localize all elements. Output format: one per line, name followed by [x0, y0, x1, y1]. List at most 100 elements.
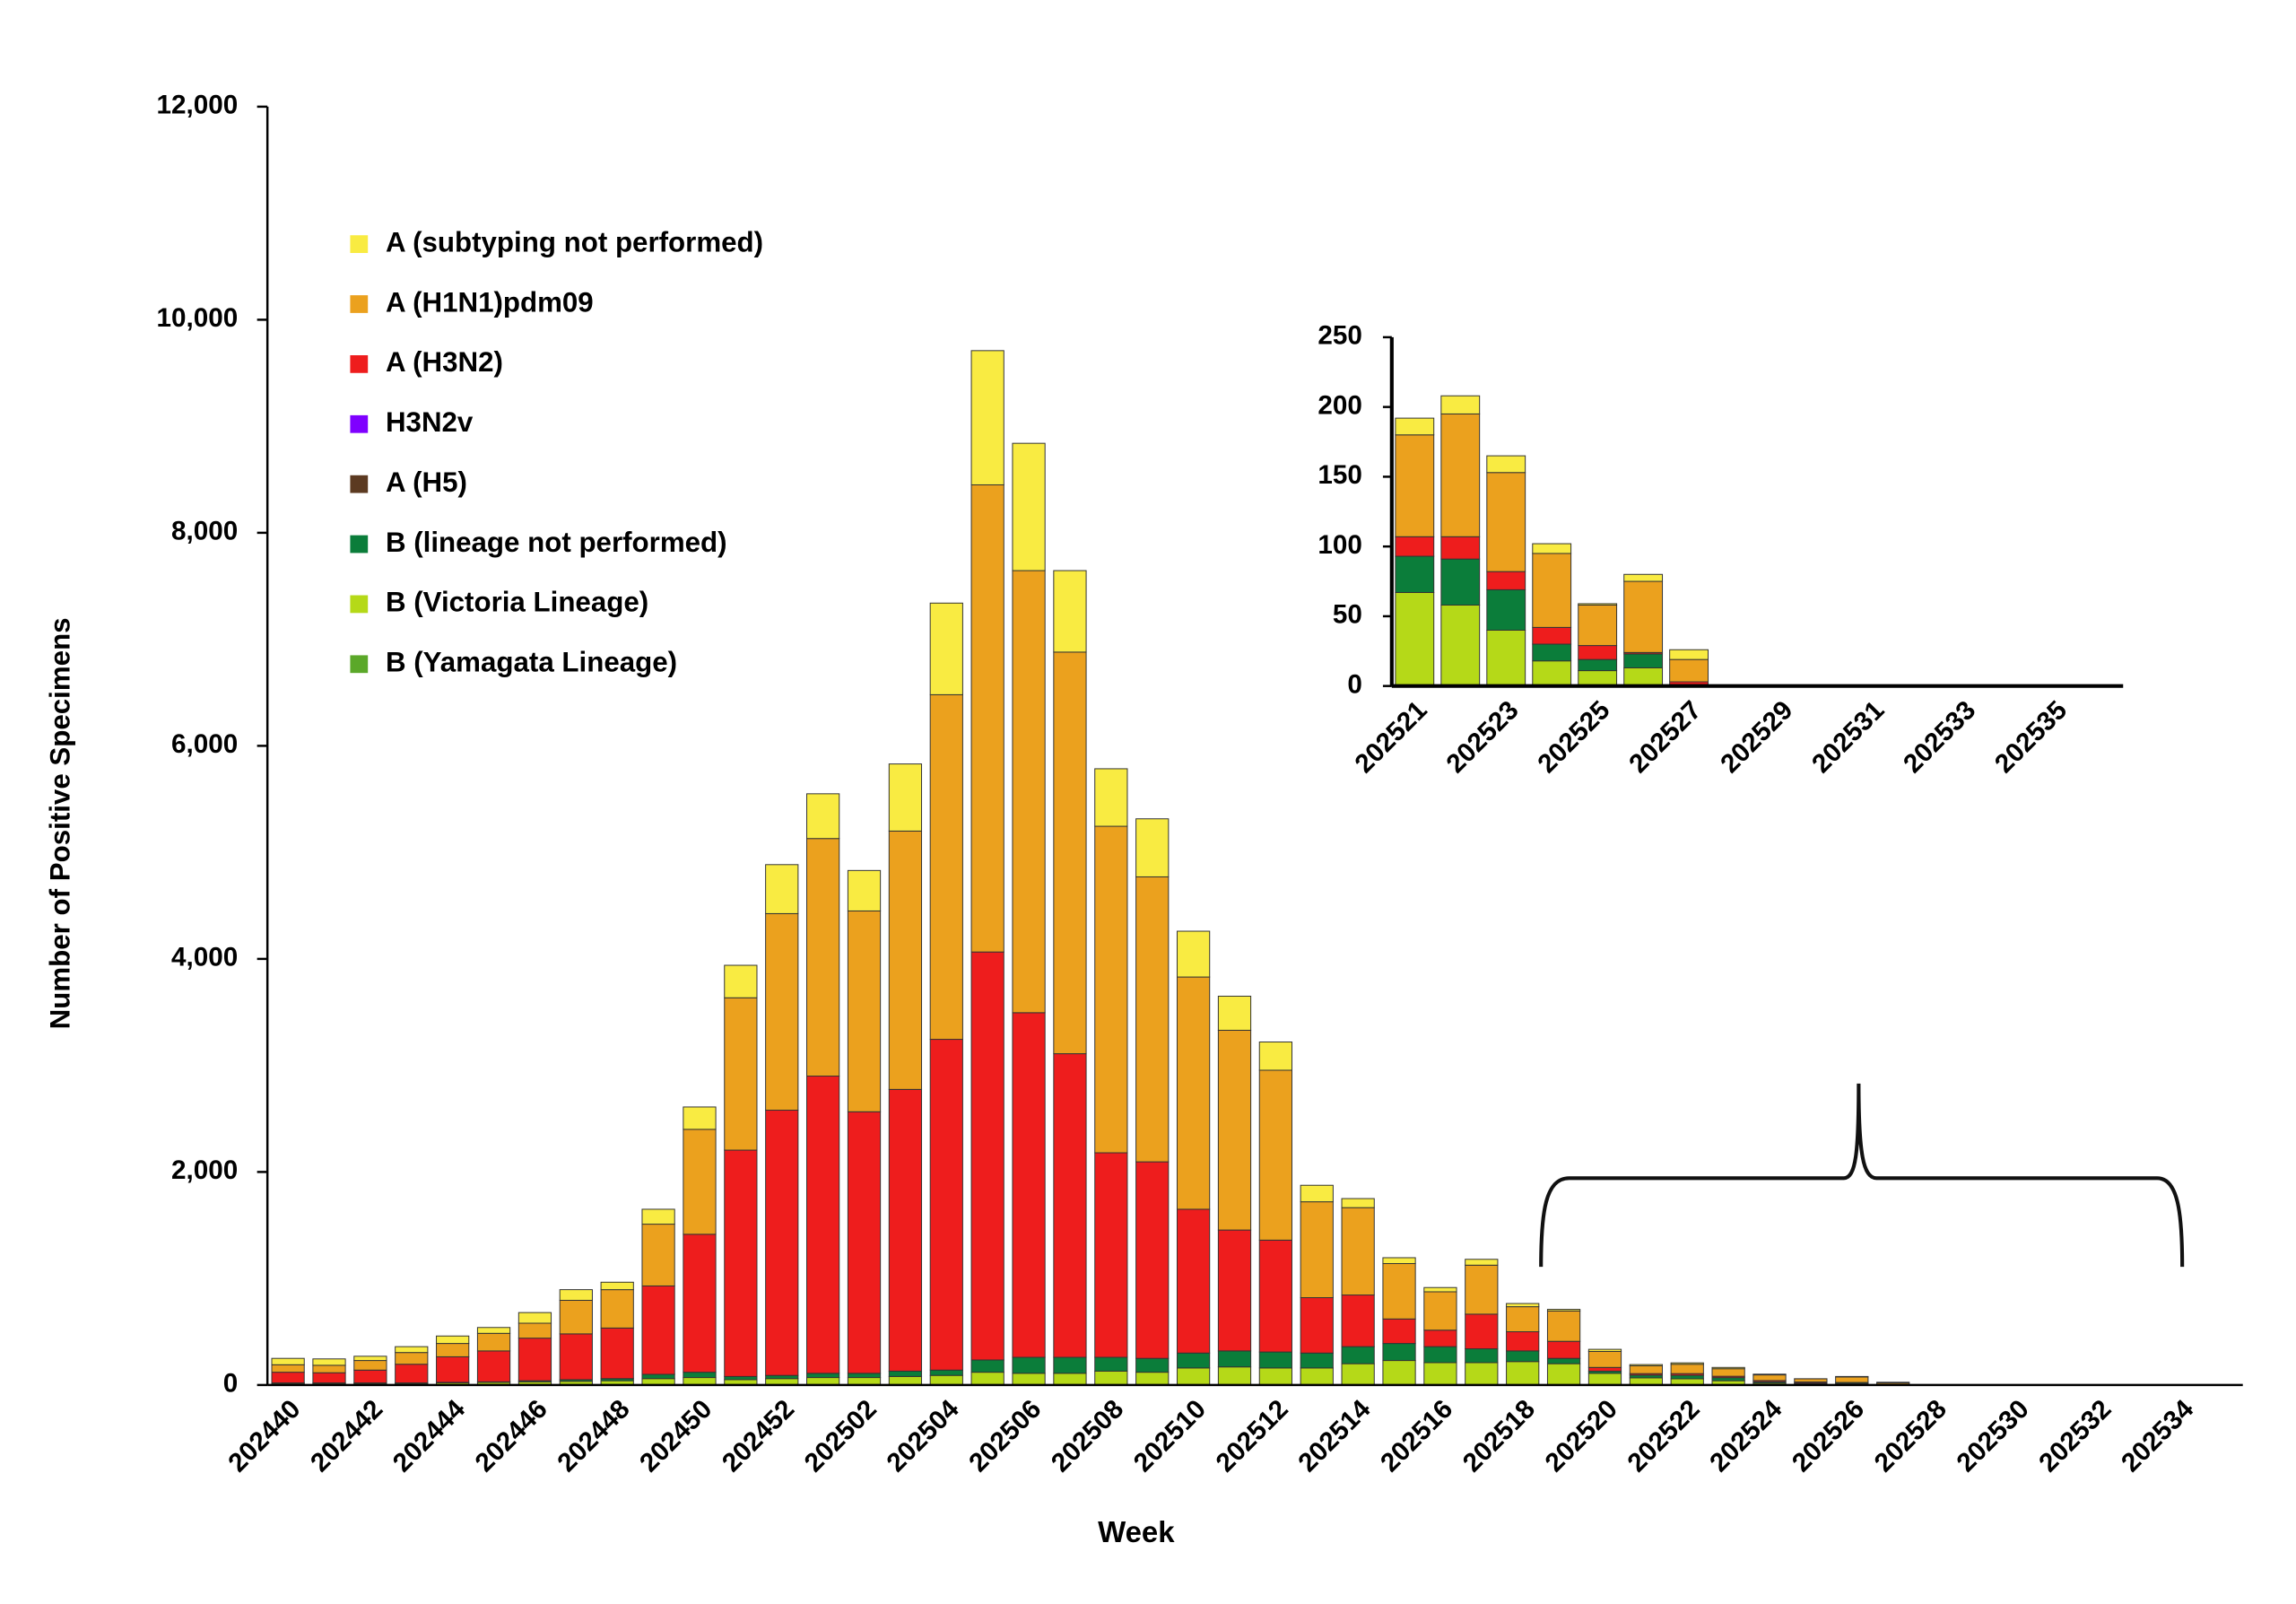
- bar-segment: [1506, 1361, 1540, 1386]
- y-tick-label: 0: [1347, 670, 1361, 700]
- legend-marker: [350, 535, 369, 554]
- bar-segment: [806, 838, 840, 1077]
- bar-segment: [929, 1369, 963, 1376]
- bar-segment: [312, 1358, 346, 1366]
- bar-segment: [641, 1373, 675, 1380]
- bar-segment: [724, 1375, 758, 1381]
- bar-segment: [1258, 1042, 1292, 1071]
- bar-segment: [1506, 1331, 1540, 1352]
- bar-segment: [1382, 1360, 1416, 1386]
- bar-segment: [1094, 1152, 1128, 1358]
- bar-segment: [765, 1374, 799, 1380]
- bar-segment: [806, 1377, 840, 1386]
- bar-segment: [1532, 626, 1572, 645]
- bar-segment: [1423, 1291, 1457, 1331]
- bar-segment: [1578, 658, 1618, 672]
- legend-label: A (H5): [386, 466, 467, 498]
- bar-segment: [312, 1364, 346, 1373]
- bar-segment: [1440, 604, 1481, 687]
- bar-segment: [1711, 1377, 1745, 1382]
- bar-segment: [1258, 1239, 1292, 1353]
- bar-segment: [1135, 876, 1170, 1163]
- legend-label: H3N2v: [386, 406, 474, 438]
- bar-segment: [683, 1234, 717, 1373]
- bar-segment: [1587, 1350, 1622, 1368]
- bar-segment: [847, 1373, 882, 1379]
- bar-segment: [1623, 653, 1664, 668]
- bar-segment: [1440, 413, 1481, 537]
- bar-segment: [1578, 603, 1618, 606]
- bar-segment: [600, 1289, 634, 1329]
- bar-segment: [1176, 930, 1211, 978]
- y-tick-label: 50: [1333, 600, 1362, 630]
- bar-segment: [970, 951, 1004, 1361]
- bar-segment: [1486, 588, 1526, 631]
- legend-marker: [350, 655, 369, 674]
- bar-segment: [1094, 825, 1128, 1154]
- bar-segment: [271, 1357, 305, 1365]
- bar-segment: [1486, 455, 1526, 474]
- bar-segment: [847, 1111, 882, 1374]
- bar-segment: [1506, 1350, 1540, 1363]
- bar-segment: [1135, 1161, 1170, 1359]
- bar-segment: [517, 1312, 552, 1324]
- bar-segment: [1217, 1029, 1252, 1231]
- bar-segment: [1382, 1257, 1416, 1265]
- bar-segment: [847, 869, 882, 911]
- bar-segment: [888, 1375, 923, 1386]
- bar-segment: [395, 1352, 429, 1365]
- y-tick-label: 4,000: [171, 943, 238, 972]
- x-axis-title: Week: [1098, 1515, 1175, 1548]
- bar-segment: [395, 1346, 429, 1354]
- bar-segment: [888, 830, 923, 1090]
- bar-segment: [1395, 591, 1435, 687]
- bar-segment: [1546, 1309, 1581, 1312]
- bar-segment: [724, 1149, 758, 1377]
- y-tick-label: 2,000: [171, 1155, 238, 1185]
- bar-segment: [1752, 1374, 1787, 1382]
- legend-marker: [350, 295, 369, 313]
- bar-segment: [1053, 1373, 1087, 1386]
- legend-label: A (H3N2): [386, 346, 503, 378]
- bar-segment: [1258, 1367, 1292, 1386]
- bar-segment: [1300, 1184, 1334, 1203]
- bar-segment: [641, 1224, 675, 1286]
- bar-segment: [1532, 553, 1572, 628]
- bar-segment: [1217, 1366, 1252, 1386]
- bar-segment: [1258, 1069, 1292, 1241]
- legend-marker: [350, 595, 369, 614]
- bar-segment: [1176, 1352, 1211, 1369]
- bar-segment: [559, 1299, 593, 1335]
- bar-segment: [888, 1370, 923, 1377]
- legend-label: B (Yamagata Lineage): [386, 647, 677, 678]
- bar-segment: [1053, 570, 1087, 653]
- bar-segment: [1670, 1364, 1704, 1374]
- bar-segment: [476, 1350, 511, 1382]
- legend-marker: [350, 235, 369, 254]
- bar-segment: [1341, 1207, 1375, 1296]
- bar-segment: [1546, 1357, 1581, 1364]
- bar-segment: [1053, 1356, 1087, 1374]
- bar-segment: [888, 763, 923, 832]
- bar-segment: [1012, 570, 1046, 1014]
- bar-segment: [765, 912, 799, 1111]
- bar-segment: [1382, 1318, 1416, 1345]
- bar-segment: [1053, 1053, 1087, 1358]
- bar-segment: [1094, 1356, 1128, 1372]
- bar-segment: [271, 1372, 305, 1384]
- bar-segment: [1440, 558, 1481, 606]
- bar-segment: [1506, 1303, 1540, 1308]
- bar-segment: [929, 693, 963, 1041]
- bar-segment: [1876, 1382, 1910, 1384]
- bar-segment: [683, 1106, 717, 1130]
- bar-segment: [1486, 629, 1526, 687]
- bar-segment: [929, 1039, 963, 1371]
- legend-marker: [350, 475, 369, 493]
- bar-segment: [1669, 649, 1709, 660]
- bar-segment: [1532, 660, 1572, 687]
- bar-segment: [1217, 1229, 1252, 1352]
- bar-segment: [765, 1110, 799, 1376]
- bar-segment: [1012, 1373, 1046, 1386]
- bar-segment: [353, 1369, 387, 1384]
